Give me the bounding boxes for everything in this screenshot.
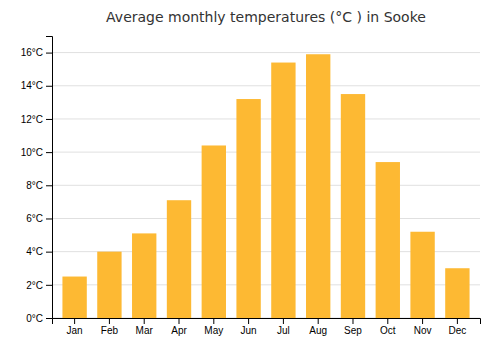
y-tick: 12°C	[21, 114, 52, 125]
y-tick-mark	[46, 53, 52, 54]
bar	[97, 252, 121, 318]
x-tick-mark	[318, 318, 319, 324]
y-tick-label: 0°C	[26, 313, 43, 324]
bar	[306, 54, 330, 318]
y-tick: 8°C	[26, 180, 52, 191]
y-tick-mark	[46, 185, 52, 186]
x-tick: Aug	[309, 318, 327, 336]
bar	[271, 63, 295, 318]
bar	[376, 162, 400, 318]
x-tick-label: Jan	[67, 325, 83, 336]
bar	[445, 268, 469, 318]
bar	[236, 99, 260, 318]
x-tick-mark	[422, 318, 423, 324]
y-tick-label: 4°C	[26, 246, 43, 257]
x-tick: Dec	[448, 318, 466, 336]
plot-area: 0°C 2°C 4°C 6°C 8°C 10°C 12°C 14°C 16°C Jan Feb Mar…	[21, 37, 481, 337]
x-tick: Jan	[67, 318, 83, 336]
x-tick: Feb	[101, 318, 119, 336]
x-tick-label: Mar	[136, 325, 154, 336]
grid-line	[52, 218, 480, 219]
title: Average monthly temperatures (°C ) in So…	[106, 9, 426, 25]
y-tick: 0°C	[26, 313, 52, 324]
x-tick-label: Apr	[171, 325, 187, 336]
x-tick-mark	[144, 318, 145, 324]
x-tick: Mar	[136, 318, 154, 336]
x-tick: May	[204, 318, 223, 336]
x-tick-label: Sep	[344, 325, 362, 336]
bar	[132, 233, 156, 318]
x-tick-label: Feb	[101, 325, 119, 336]
y-tick-mark	[46, 318, 52, 319]
y-tick: 4°C	[26, 246, 52, 257]
y-tick: 2°C	[26, 280, 52, 291]
grid-line	[52, 118, 480, 119]
grid-line	[52, 52, 480, 53]
bar	[62, 277, 86, 318]
x-tick-mark	[179, 318, 180, 324]
grid-line	[52, 152, 480, 153]
x-tick-label: Aug	[309, 325, 327, 336]
x-tick: Sep	[344, 318, 362, 336]
x-tick-mark	[283, 318, 284, 324]
x-tick: Jul	[277, 318, 290, 336]
grid	[52, 53, 480, 318]
bars	[62, 54, 469, 318]
y-axis-line	[46, 37, 53, 319]
y-tick-label: 6°C	[26, 213, 43, 224]
x-tick-label: Dec	[448, 325, 466, 336]
x-tick-label: Jul	[277, 325, 290, 336]
y-axis: 0°C 2°C 4°C 6°C 8°C 10°C 12°C 14°C 16°C	[21, 37, 53, 324]
x-tick-mark	[248, 318, 249, 324]
x-axis: Jan Feb Mar Apr May Jun Jul Aug Sep Oct Nov Dec	[53, 318, 481, 336]
bar	[167, 200, 191, 318]
chart: 0°C 2°C 4°C 6°C 8°C 10°C 12°C 14°C 16°C Jan Feb Mar…	[0, 0, 500, 350]
y-tick: 6°C	[26, 213, 52, 224]
y-tick: 14°C	[21, 80, 52, 91]
bar	[202, 145, 226, 318]
x-tick-label: Nov	[414, 325, 432, 336]
y-tick-mark	[46, 252, 52, 253]
y-tick-label: 2°C	[26, 280, 43, 291]
bar	[410, 232, 434, 318]
y-tick-mark	[46, 285, 52, 286]
y-tick-mark	[46, 86, 52, 87]
x-tick: Jun	[241, 318, 257, 336]
x-tick-mark	[109, 318, 110, 324]
x-axis-line	[53, 319, 481, 325]
x-tick-mark	[457, 318, 458, 324]
y-tick-label: 10°C	[21, 147, 43, 158]
grid-line	[52, 185, 480, 186]
x-tick: Oct	[380, 318, 396, 336]
x-tick-mark	[352, 318, 353, 324]
y-tick-label: 14°C	[21, 80, 43, 91]
x-tick: Nov	[414, 318, 432, 336]
x-tick-label: Oct	[380, 325, 396, 336]
bar	[341, 94, 365, 318]
y-tick-label: 12°C	[21, 114, 43, 125]
x-tick-mark	[387, 318, 388, 324]
grid-line	[52, 85, 480, 86]
y-tick: 16°C	[21, 47, 52, 58]
x-tick-label: Jun	[241, 325, 257, 336]
y-tick-mark	[46, 119, 52, 120]
y-tick-mark	[46, 152, 52, 153]
x-tick-mark	[74, 318, 75, 324]
x-tick-mark	[213, 318, 214, 324]
y-tick-label: 16°C	[21, 47, 43, 58]
y-tick-label: 8°C	[26, 180, 43, 191]
y-tick-mark	[46, 218, 52, 219]
y-tick: 10°C	[21, 147, 52, 158]
x-tick-label: May	[204, 325, 223, 336]
x-tick: Apr	[171, 318, 187, 336]
